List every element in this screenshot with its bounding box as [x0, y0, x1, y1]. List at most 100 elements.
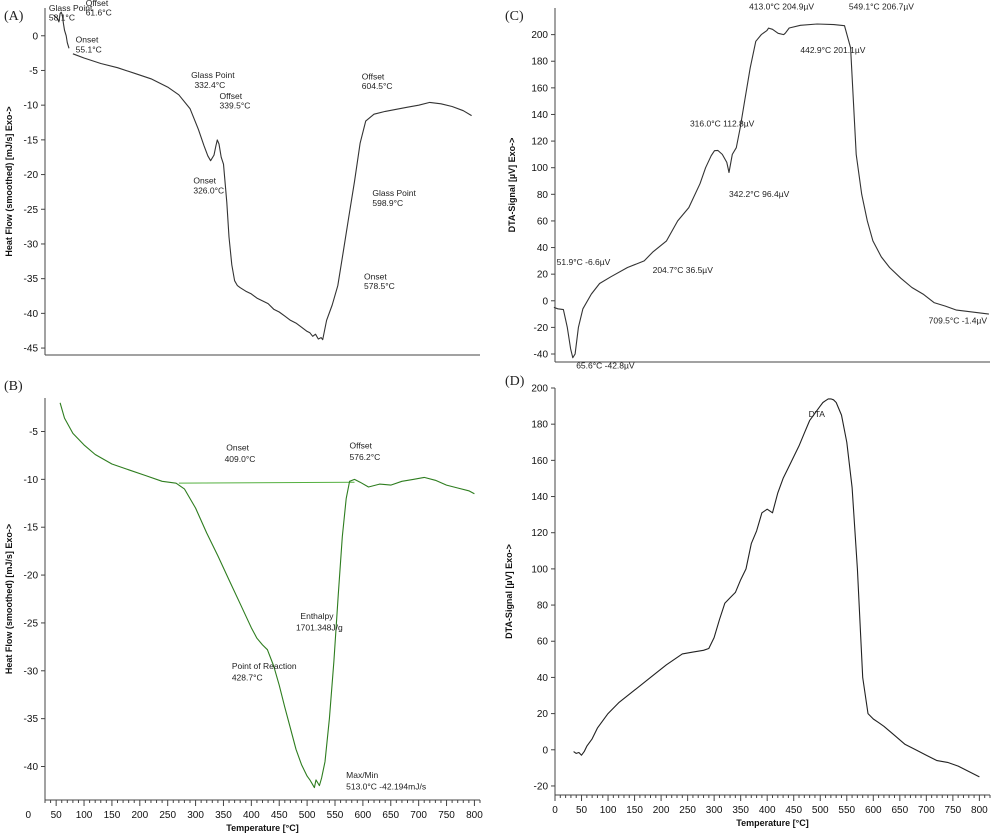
panel-d-x-tick-label: 800 — [971, 805, 988, 816]
panel-b-x-tick-label: 650 — [382, 810, 399, 821]
panel-b-x-tick-label: 600 — [355, 810, 372, 821]
panel-c-annotation: 316.0°C 112.8µV — [690, 118, 755, 128]
panel-a-annotation: 332.4°C — [194, 80, 225, 90]
panel-d-x-tick-label: 400 — [759, 805, 776, 816]
panel-c-annotation: 342.2°C 96.4µV — [729, 189, 790, 199]
panel-b-label: (B) — [4, 379, 23, 394]
panel-c-y-tick-label: 200 — [531, 30, 548, 41]
panel-b-y-tick-label: -10 — [24, 475, 39, 486]
panel-d-x-tick-label: 550 — [838, 805, 855, 816]
panel-a-annotation: Onset — [76, 35, 99, 45]
panel-a-annotation: Glass Point — [191, 70, 235, 80]
panel-b-x-tick-label: 200 — [131, 810, 148, 821]
panel-d-x-tick-label: 250 — [679, 805, 696, 816]
panel-a-y-tick-label: -20 — [24, 170, 39, 181]
panel-a-series-line-1 — [53, 11, 70, 49]
panel-a-annotation: Offset — [362, 71, 385, 81]
panel-a-annotation: Onset — [193, 176, 216, 186]
panel-c-y-tick-label: 160 — [531, 83, 548, 94]
panel-b-y-tick-label: -15 — [24, 523, 39, 534]
panel-b-x-tick-label: 450 — [271, 810, 288, 821]
panel-a-y-axis-title: Heat Flow (smoothed) [mJ/s] Exo-> — [4, 106, 14, 256]
panel-c: (C)200180160140120100806040200-20-40DTA-… — [505, 1, 990, 371]
panel-d-y-tick-label: 20 — [537, 709, 549, 720]
panel-b-y-tick-label: -25 — [24, 618, 39, 629]
panel-c-annotation: 442.9°C 201.1µV — [800, 45, 865, 55]
panel-d-y-tick-label: 180 — [531, 420, 548, 431]
panel-b-annotation: Onset — [226, 443, 249, 453]
panel-c-annotation: 413.0°C 204.9µV — [749, 1, 814, 11]
panel-c-annotation: 65.6°C -42.8µV — [576, 361, 635, 371]
panel-b-annotation: Max/Min — [346, 770, 378, 780]
panel-a-y-tick-label: 0 — [32, 31, 38, 42]
panel-a-y-tick-label: -45 — [24, 344, 39, 355]
panel-d-label: (D) — [505, 374, 525, 389]
panel-c-annotation: 549.1°C 206.7µV — [849, 1, 914, 11]
panel-d-x-tick-label: 600 — [865, 805, 882, 816]
panel-a-annotation: Glass Point — [372, 188, 416, 198]
panel-c-series-line-1 — [553, 23, 989, 359]
panel-b-annotation: 409.0°C — [225, 454, 256, 464]
panel-d-y-tick-label: 120 — [531, 528, 548, 539]
panel-a-y-tick-label: -10 — [24, 101, 39, 112]
panel-b-x-tick-label: 500 — [299, 810, 316, 821]
panel-d-y-tick-label: 40 — [537, 673, 549, 684]
panel-c-y-tick-label: -40 — [534, 350, 549, 361]
panel-d-x-tick-label: 200 — [653, 805, 670, 816]
panel-a-annotation: 339.5°C — [220, 101, 251, 111]
panel-d-y-tick-label: -20 — [534, 781, 549, 792]
panel-b-x-tick-label: 800 — [466, 810, 483, 821]
panel-d-x-tick-label: 300 — [706, 805, 723, 816]
panel-b-x-tick-label: 750 — [438, 810, 455, 821]
panel-b-y-tick-label: -35 — [24, 714, 39, 725]
panel-b-series-line-1 — [59, 402, 475, 789]
panel-b-x-tick-label: 150 — [104, 810, 121, 821]
panel-b-annotation: 1701.348J/g — [296, 623, 343, 633]
panel-b-x-tick-label: 50 — [51, 810, 63, 821]
panel-c-y-tick-label: 80 — [537, 190, 549, 201]
panel-d-y-tick-label: 140 — [531, 492, 548, 503]
panel-a-annotation: 326.0°C — [193, 185, 224, 195]
panel-a-annotation: 61.6°C — [86, 8, 112, 18]
panel-b: (B) -5 -10 -15 -20 -25 -30 -35 -40 Heat Flow (smo… — [4, 379, 483, 833]
panel-c-y-axis-title: DTA-Signal [µV] Exo-> — [507, 138, 517, 233]
panel-d-x-tick-label: 700 — [918, 805, 935, 816]
panel-a-annotation: Offset — [86, 0, 109, 8]
panel-a-y-tick-label: -5 — [29, 66, 38, 77]
panel-c-y-tick-label: 180 — [531, 57, 548, 68]
panel-c-y-tick-label: 120 — [531, 137, 548, 148]
panel-b-x-tick-label: 550 — [327, 810, 344, 821]
panel-b-x-tick-label: 300 — [187, 810, 204, 821]
panel-c-y-tick-label: 40 — [537, 243, 549, 254]
panel-d-y-axis-title: DTA-Signal [µV] Exo-> — [504, 544, 514, 639]
panel-a-y-tick-label: -40 — [24, 309, 39, 320]
panel-b-x-tick-label: 350 — [215, 810, 232, 821]
panel-d-x-tick-label: 0 — [552, 805, 558, 816]
panel-a-annotation: 58.1°C — [49, 12, 75, 22]
panel-d-y-tick-label: 0 — [542, 745, 548, 756]
panel-c-y-tick-label: 100 — [531, 163, 548, 174]
panel-b-y-axis-title: Heat Flow (smoothed) [mJ/s] Exo-> — [4, 524, 14, 674]
panel-d-x-tick-label: 500 — [812, 805, 829, 816]
panel-d-x-tick-label: 750 — [945, 805, 962, 816]
panel-b-x-tick-label: 400 — [243, 810, 260, 821]
panel-d-series-line-1 — [573, 398, 980, 778]
panel-a-annotation: 604.5°C — [362, 81, 393, 91]
panel-b-y-tick-label: -40 — [24, 762, 39, 773]
panel-b-x-tick-label: 250 — [159, 810, 176, 821]
panel-d-x-tick-label: 100 — [600, 805, 617, 816]
panel-c-label: (C) — [505, 9, 524, 24]
panel-c-annotation: 709.5°C -1.4µV — [929, 315, 988, 325]
panel-a-y-tick-label: -30 — [24, 239, 39, 250]
panel-a-series-line-2 — [72, 53, 472, 341]
panel-b-annotation: 576.2°C — [350, 452, 381, 462]
panel-d-annotation: DTA — [809, 409, 826, 419]
panel-b-y-tick-label: -20 — [24, 571, 39, 582]
panel-c-y-tick-label: -20 — [534, 323, 549, 334]
panel-b-x-tick-label: 700 — [410, 810, 427, 821]
panel-b-annotation: Offset — [350, 441, 373, 451]
panel-b-baseline — [178, 481, 355, 484]
panel-d-x-tick-label: 150 — [626, 805, 643, 816]
panel-c-y-tick-label: 0 — [542, 296, 548, 307]
